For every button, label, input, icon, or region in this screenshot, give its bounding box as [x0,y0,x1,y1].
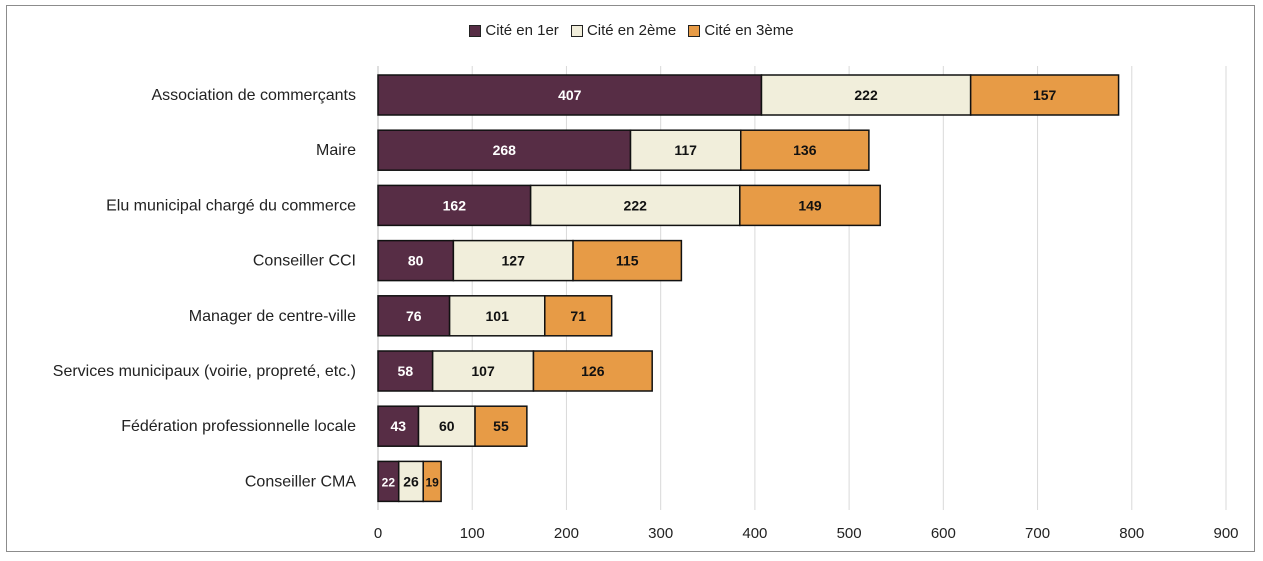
data-label-series-1: 22 [382,475,396,489]
x-tick-label-300: 300 [648,525,673,542]
data-label-series-2: 222 [624,197,648,213]
category-label: Association de commerçants [151,87,356,104]
data-label-series-2: 117 [674,142,697,158]
legend-label-series-2: Cité en 2ème [586,22,677,39]
bar-segment-series-3 [474,405,528,447]
chart-legend: Cité en 1er Cité en 2ème Cité en 3ème [0,22,1263,41]
bar-segment-series-2 [452,239,574,282]
data-label-series-1: 43 [390,418,406,434]
legend-label-series-1: Cité en 1er [485,22,559,39]
data-label-series-1: 407 [558,87,582,103]
bar-segment-series-1 [377,405,420,447]
x-tick-label-200: 200 [554,525,579,542]
bar-segment-series-2 [431,350,535,392]
data-label-series-3: 149 [798,197,822,213]
x-tick-label-500: 500 [837,525,862,542]
bar-segment-series-2 [629,129,742,171]
data-label-series-3: 115 [616,253,639,269]
bar-segment-series-3 [969,74,1120,116]
data-label-series-1: 268 [493,142,517,158]
legend-label-series-3: Cité en 3ème [704,22,794,39]
bar-segment-series-3 [572,239,683,282]
bar-segment-series-3 [422,460,442,503]
legend-item-series-2: Cité en 2ème [570,22,677,39]
legend-swatch-series-1 [469,24,482,37]
legend-swatch-series-3 [688,24,701,37]
x-tick-label-700: 700 [1025,525,1050,542]
x-tick-label-0: 0 [374,525,382,542]
data-label-series-2: 222 [854,87,878,103]
data-label-series-3: 71 [570,308,586,324]
legend-swatch-series-2 [570,24,583,37]
data-label-series-3: 136 [793,142,817,158]
data-label-series-2: 60 [439,418,455,434]
x-tick-label-400: 400 [742,525,767,542]
category-label: Elu municipal chargé du commerce [106,197,356,214]
bar-segment-series-1 [377,239,455,282]
bar-segment-series-2 [417,405,476,447]
legend-item-series-3: Cité en 3ème [688,22,794,39]
data-label-series-1: 76 [406,308,422,324]
data-label-series-2: 127 [502,253,526,269]
data-label-series-3: 19 [425,475,439,489]
bar-segment-series-1 [377,74,763,116]
data-label-series-3: 55 [493,418,509,434]
x-tick-label-600: 600 [931,525,956,542]
x-tick-label-100: 100 [460,525,485,542]
category-label: Manager de centre-ville [189,308,356,325]
category-label: Maire [316,142,356,159]
bar-segment-series-1 [377,350,434,392]
legend-item-series-1: Cité en 1er [469,22,559,39]
bar-segment-series-2 [760,74,972,116]
data-label-series-1: 58 [398,363,414,379]
x-tick-label-800: 800 [1119,525,1144,542]
category-label: Services municipaux (voirie, propreté, e… [53,363,356,380]
bar-segment-series-3 [739,184,881,227]
bar-segment-series-1 [377,184,532,227]
bar-segment-series-2 [397,460,424,503]
data-label-series-1: 80 [408,253,424,269]
data-label-series-2: 101 [486,308,510,324]
bar-segment-series-3 [532,350,653,392]
bar-segment-series-3 [740,129,870,171]
bar-segment-series-3 [544,295,613,337]
data-label-series-2: 107 [471,363,495,379]
x-tick-label-900: 900 [1213,525,1238,542]
data-label-series-1: 162 [443,197,467,213]
bar-segment-series-2 [529,184,741,227]
bar-segment-series-1 [377,295,451,337]
category-label: Conseiller CCI [253,253,356,270]
data-label-series-3: 126 [581,363,605,379]
category-label: Conseiller CMA [245,473,356,490]
data-label-series-3: 157 [1033,87,1057,103]
category-label: Fédération professionnelle locale [121,418,356,435]
data-label-series-2: 26 [403,473,419,489]
bar-segment-series-2 [448,295,546,337]
